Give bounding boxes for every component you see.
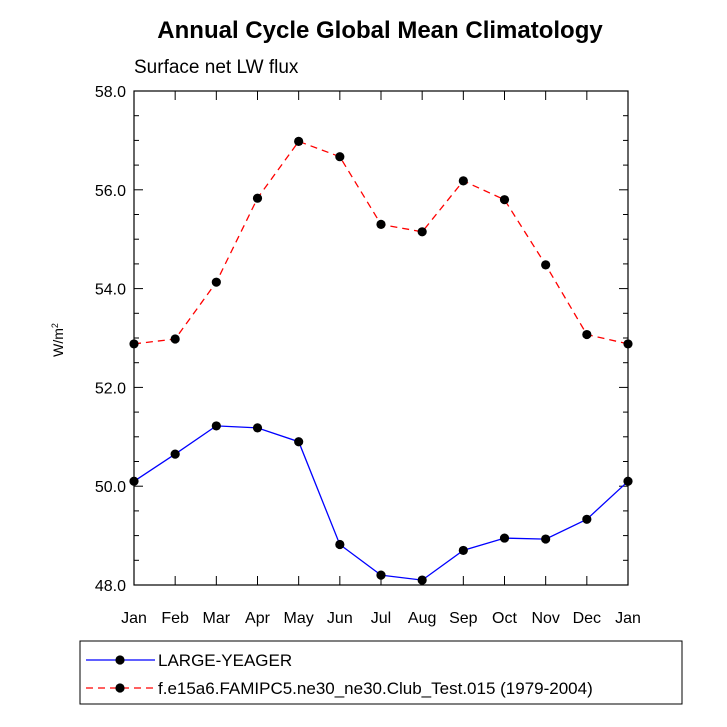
x-tick-label: Feb: [161, 610, 189, 627]
legend-box: [79, 640, 683, 705]
x-tick-label: Oct: [492, 610, 517, 627]
data-point-series-1: [252, 193, 263, 203]
x-tick-label: Dec: [573, 610, 601, 627]
y-axis-label-text: W/m: [50, 328, 66, 357]
data-point-series-1: [170, 334, 180, 344]
data-point-series-1: [211, 277, 221, 287]
data-point-series-1: [623, 339, 633, 349]
x-tick-label: Aug: [408, 610, 436, 627]
data-point-series-1: [335, 152, 345, 162]
data-point-series-1: [458, 176, 468, 186]
x-tick-label: Jan: [615, 610, 641, 627]
legend: LARGE-YEAGER f.e15a6.FAMIPC5.ne30_ne30.Cl…: [86, 651, 593, 698]
data-point-series-0: [582, 514, 592, 524]
data-point-series-1: [376, 219, 386, 229]
y-tick-label: 56.0: [95, 183, 126, 200]
plot-frame: [133, 90, 629, 586]
y-tick-label: 52.0: [95, 380, 126, 397]
data-point-series-0: [294, 437, 304, 447]
legend-marker-series-1: [115, 683, 125, 693]
data-point-series-0: [541, 534, 551, 544]
data-point-series-0: [376, 570, 386, 580]
x-tick-label: Mar: [203, 610, 231, 627]
data-point-series-0: [458, 545, 468, 556]
y-tick-label: 54.0: [95, 282, 126, 299]
data-point-series-0: [252, 423, 263, 433]
x-axis-ticks: Jan Feb Mar Apr May Jun Jul Aug Sep Oct Nov Dec Jan: [121, 91, 641, 627]
y-tick-label: 48.0: [95, 578, 126, 595]
y-axis-label: W/m2: [50, 323, 66, 357]
y-axis-ticks: 48.0 50.0 52.0 54.0 56.0 58.0: [95, 84, 628, 595]
data-point-series-1: [129, 339, 139, 349]
data-point-series-1: [582, 329, 592, 340]
data-point-series-1: [294, 136, 304, 146]
data-point-series-1: [417, 227, 427, 237]
x-tick-label: Apr: [245, 610, 271, 627]
x-tick-label: Jan: [121, 610, 147, 627]
x-tick-label: Jun: [327, 610, 353, 627]
series-line-0: [133, 425, 629, 581]
data-point-series-0: [211, 421, 221, 431]
chart-title: Annual Cycle Global Mean Climatology: [157, 17, 603, 44]
x-tick-label: Nov: [531, 610, 559, 627]
data-point-series-1: [499, 195, 510, 205]
legend-label-series-0: LARGE-YEAGER: [158, 651, 292, 670]
x-tick-label: Jul: [371, 610, 391, 627]
data-point-series-0: [335, 539, 345, 550]
x-tick-label: May: [284, 610, 314, 627]
series-layer: [129, 136, 633, 585]
x-tick-label: Sep: [449, 610, 478, 627]
data-point-series-0: [417, 575, 427, 585]
data-point-series-1: [541, 260, 551, 270]
y-axis-label-superscript: 2: [50, 323, 60, 328]
data-point-series-0: [129, 476, 139, 486]
y-tick-label: 58.0: [95, 84, 126, 101]
y-tick-label: 50.0: [95, 479, 126, 496]
legend-label-series-1: f.e15a6.FAMIPC5.ne30_ne30.Club_Test.015 …: [158, 679, 593, 698]
data-point-series-0: [170, 449, 180, 459]
legend-marker-series-0: [115, 655, 125, 665]
data-point-series-0: [623, 476, 633, 486]
series-line-1: [133, 140, 629, 345]
chart-subtitle: Surface net LW flux: [134, 57, 299, 78]
data-point-series-0: [499, 533, 510, 543]
